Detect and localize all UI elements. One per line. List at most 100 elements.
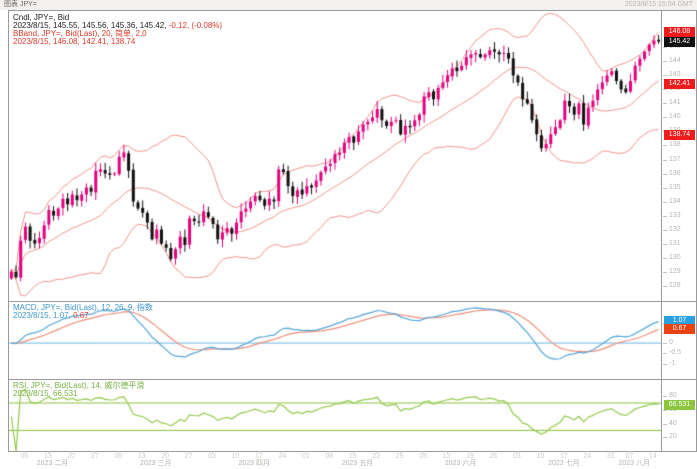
axis-tick-label: 136 — [663, 169, 681, 177]
month-label: 2023 六月 — [444, 460, 477, 467]
price-axis-gutter: 1451441431421411401391381371361351341331… — [662, 11, 696, 451]
time-axis-tick — [516, 451, 518, 453]
axis-tick-label: 130 — [663, 253, 681, 261]
axis-tick-label: 132 — [663, 225, 681, 233]
day-tick-label: 01 — [301, 453, 310, 460]
day-tick-label: 17 — [255, 453, 263, 460]
day-tick-label: 24 — [278, 453, 287, 460]
axis-tick-label: 140 — [663, 113, 681, 121]
day-tick-label: 10 — [231, 453, 240, 460]
rsi-value-badge: 66.531 — [664, 400, 695, 411]
time-axis-tick — [258, 451, 260, 453]
plot-axis-divider — [661, 11, 662, 451]
day-tick-label: 22 — [372, 453, 381, 460]
macd-chart-canvas[interactable] — [9, 301, 661, 379]
macd-signal-badge: 0.67 — [664, 324, 695, 335]
time-axis-tick — [423, 451, 425, 453]
bband-middle-badge: 142.41 — [664, 78, 695, 89]
time-axis-tick — [282, 451, 284, 453]
time-axis-tick — [446, 451, 448, 453]
month-label: 2023 三月 — [139, 460, 172, 467]
time-axis-tick — [329, 451, 331, 453]
bband-lower-badge: 138.74 — [664, 130, 695, 141]
bband-upper-badge: 146.08 — [664, 27, 695, 38]
axis-tick-label: 141 — [663, 99, 681, 107]
day-tick-label: 13 — [137, 453, 146, 460]
axis-tick-label: 20 — [663, 433, 677, 441]
chart-tab-label[interactable]: 图表 JPY= — [4, 1, 37, 8]
month-label: 2023 二月 — [36, 460, 69, 467]
price-macd-divider — [9, 301, 696, 302]
month-label: 2023 七月 — [548, 460, 580, 467]
day-tick-label: 03 — [513, 453, 521, 460]
day-tick-label: 13 — [43, 453, 52, 460]
axis-tick-label: 137 — [663, 155, 681, 163]
time-axis-tick — [118, 451, 120, 453]
month-label: 2023 八月 — [618, 460, 650, 467]
time-axis-tick — [24, 451, 26, 453]
time-axis-tick — [629, 451, 631, 453]
chart-frame: Cndl, JPY=, Bid 2023/8/15, 145.55, 145.5… — [8, 10, 697, 452]
time-axis-tick — [47, 451, 49, 453]
time-axis-tick — [540, 451, 542, 453]
axis-tick-label: 80 — [663, 392, 677, 400]
price-chart-canvas[interactable] — [9, 11, 661, 301]
axis-tick-label: 129 — [663, 267, 681, 275]
time-axis-tick — [493, 451, 495, 453]
chart-timestamp: 2023/8/15 15:04 GMT — [624, 1, 693, 8]
axis-tick-label: 40 — [663, 419, 677, 427]
time-axis-tick — [188, 451, 190, 453]
axis-tick-label: -1 — [662, 359, 676, 367]
macd-rsi-divider — [9, 379, 696, 380]
day-tick-label: 05 — [419, 453, 427, 460]
day-tick-label: 27 — [184, 453, 193, 460]
time-axis-tick — [141, 451, 143, 453]
day-tick-label: 14 — [649, 453, 657, 460]
axis-tick-label: 131 — [663, 239, 681, 247]
axis-tick-label: 143 — [663, 71, 681, 79]
axis-tick-label: 144 — [663, 57, 681, 65]
day-tick-label: 03 — [208, 453, 216, 460]
axis-tick-label: 145 — [663, 43, 681, 51]
day-tick-label: 06 — [114, 453, 123, 460]
axis-tick-label: 138 — [663, 141, 681, 149]
day-tick-label: 19 — [466, 453, 474, 460]
time-axis-tick — [610, 451, 612, 453]
axis-tick-label: 135 — [663, 183, 681, 191]
day-tick-label: 12 — [442, 453, 451, 460]
axis-tick-label: 134 — [663, 197, 681, 205]
day-tick-label: 26 — [489, 453, 498, 460]
month-label: 2023 四月 — [238, 460, 271, 467]
time-axis-tick — [376, 451, 378, 453]
time-axis-tick — [563, 451, 565, 453]
day-tick-label: 27 — [90, 453, 99, 460]
time-axis-tick — [212, 451, 214, 453]
time-axis-tick — [71, 451, 73, 453]
time-axis-tick — [652, 451, 654, 453]
time-axis: 06 13 20 27 06 13 20 27 03 10 17 24 01 08 15 22 29 05 12 19… — [8, 451, 695, 469]
month-label: 2023 五月 — [341, 460, 374, 467]
axis-tick-label: -0.5 — [662, 349, 682, 357]
time-axis-tick — [587, 451, 589, 453]
day-tick-label: 24 — [583, 453, 592, 460]
time-axis-tick — [94, 451, 96, 453]
time-axis-tick — [352, 451, 354, 453]
day-tick-label: 10 — [536, 453, 545, 460]
axis-tick-label: 128 — [663, 281, 681, 289]
time-axis-tick — [305, 451, 307, 453]
day-tick-label: 20 — [161, 453, 170, 460]
day-tick-label: 29 — [395, 453, 404, 460]
axis-tick-label: 142 — [663, 85, 681, 93]
time-axis-tick — [470, 451, 472, 453]
day-tick-label: 08 — [325, 453, 334, 460]
macd-value-badge: 1.07 — [664, 316, 695, 327]
day-tick-label: 07 — [625, 453, 634, 460]
day-tick-label: 15 — [348, 453, 357, 460]
day-tick-label: 20 — [67, 453, 76, 460]
day-tick-label: 31 — [606, 453, 615, 460]
day-tick-label: 06 — [20, 453, 29, 460]
day-tick-label: 17 — [559, 453, 568, 460]
rsi-chart-canvas[interactable] — [9, 379, 661, 451]
axis-tick-label: 133 — [663, 211, 681, 219]
